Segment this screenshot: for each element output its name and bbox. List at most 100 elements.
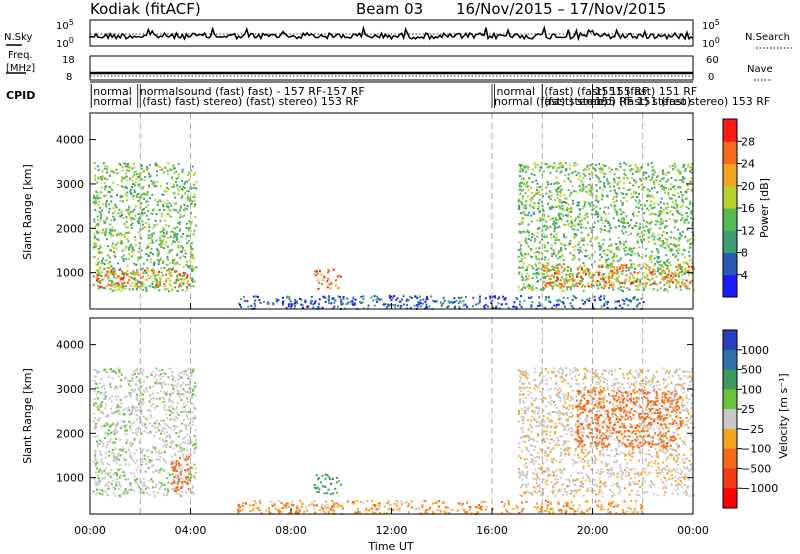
range-gate-cell [576, 268, 579, 271]
range-gate-cell [554, 272, 556, 275]
range-gate-cell [531, 233, 534, 235]
range-gate-cell [310, 300, 313, 303]
range-gate-cell [195, 472, 197, 474]
range-gate-cell [566, 214, 569, 217]
range-gate-cell [564, 197, 567, 200]
range-gate-cell [668, 165, 671, 168]
range-gate-cell [184, 404, 187, 407]
range-gate-cell [687, 251, 690, 253]
range-gate-cell [560, 188, 563, 191]
range-gate-cell [553, 367, 556, 370]
range-gate-cell [115, 385, 118, 388]
range-gate-cell [665, 241, 668, 244]
range-gate-cell [171, 261, 174, 264]
range-gate-cell [677, 211, 679, 214]
range-gate-cell [161, 193, 164, 196]
range-gate-cell [194, 436, 197, 439]
range-gate-cell [164, 288, 167, 291]
range-gate-cell [177, 163, 180, 166]
range-gate-cell [533, 240, 536, 243]
range-gate-cell [94, 417, 96, 419]
range-gate-cell [104, 456, 107, 459]
range-gate-cell [120, 210, 123, 213]
range-gate-cell [106, 434, 109, 437]
range-gate-cell [543, 233, 546, 236]
range-gate-cell [458, 302, 460, 305]
range-gate-cell [651, 234, 654, 237]
range-gate-cell [163, 382, 166, 385]
range-gate-cell [340, 483, 343, 486]
range-gate-cell [173, 241, 176, 243]
range-gate-cell [555, 180, 558, 183]
range-gate-cell [675, 249, 678, 252]
range-gate-cell [545, 282, 548, 285]
range-gate-cell [569, 240, 572, 243]
range-gate-cell [519, 393, 521, 396]
range-gate-cell [683, 273, 686, 275]
range-gate-cell [530, 187, 532, 190]
range-gate-cell [653, 171, 656, 174]
range-gate-cell [133, 171, 136, 174]
range-gate-cell [652, 238, 655, 241]
range-gate-cell [574, 219, 576, 222]
range-gate-cell [537, 258, 540, 261]
range-gate-cell [170, 392, 173, 395]
range-gate-cell [642, 444, 645, 447]
range-gate-cell [533, 234, 536, 237]
range-gate-cell [566, 288, 568, 291]
range-gate-cell [571, 185, 574, 188]
range-gate-cell [106, 443, 109, 446]
range-gate-cell [317, 287, 320, 290]
range-gate-cell [148, 226, 151, 228]
range-gate-cell [666, 290, 669, 293]
range-gate-cell [618, 237, 620, 239]
range-gate-cell [662, 177, 665, 180]
range-gate-cell [541, 200, 543, 203]
range-gate-cell [664, 451, 667, 454]
range-gate-cell [602, 222, 605, 225]
range-gate-cell [538, 198, 541, 201]
range-gate-cell [640, 256, 643, 259]
range-gate-cell [585, 190, 588, 193]
range-gate-cell [242, 295, 245, 298]
range-gate-cell [440, 305, 443, 307]
range-gate-cell [642, 378, 645, 381]
range-gate-cell [561, 204, 564, 207]
range-gate-cell [537, 280, 539, 282]
range-gate-cell [663, 271, 666, 274]
range-gate-cell [603, 434, 606, 436]
range-gate-cell [133, 218, 136, 221]
range-gate-cell [581, 237, 584, 240]
range-gate-cell [112, 181, 115, 184]
range-gate-cell [107, 494, 109, 497]
range-gate-cell [552, 249, 555, 252]
range-gate-cell [645, 177, 648, 179]
range-gate-cell [570, 207, 573, 209]
range-gate-cell [608, 454, 611, 457]
range-gate-cell [526, 269, 529, 272]
range-gate-cell [582, 205, 585, 208]
range-gate-cell [117, 487, 120, 490]
range-gate-cell [680, 268, 683, 271]
range-gate-cell [610, 373, 613, 376]
range-gate-cell [326, 286, 329, 289]
range-gate-cell [543, 213, 546, 216]
range-gate-cell [465, 296, 468, 298]
range-gate-cell [173, 453, 176, 455]
range-gate-cell [660, 217, 662, 220]
range-gate-cell [519, 212, 522, 214]
range-gate-cell [679, 472, 682, 475]
range-gate-cell [584, 301, 587, 303]
range-gate-cell [565, 162, 568, 165]
range-gate-cell [573, 296, 576, 299]
range-gate-cell [148, 255, 151, 258]
range-gate-cell [524, 240, 527, 243]
range-gate-cell [113, 454, 116, 457]
range-gate-cell [147, 210, 150, 212]
range-gate-cell [649, 384, 652, 387]
range-gate-cell [238, 302, 241, 305]
range-gate-cell [554, 283, 557, 286]
range-gate-cell [140, 167, 143, 170]
range-gate-cell [582, 239, 585, 242]
range-gate-cell [625, 264, 628, 267]
